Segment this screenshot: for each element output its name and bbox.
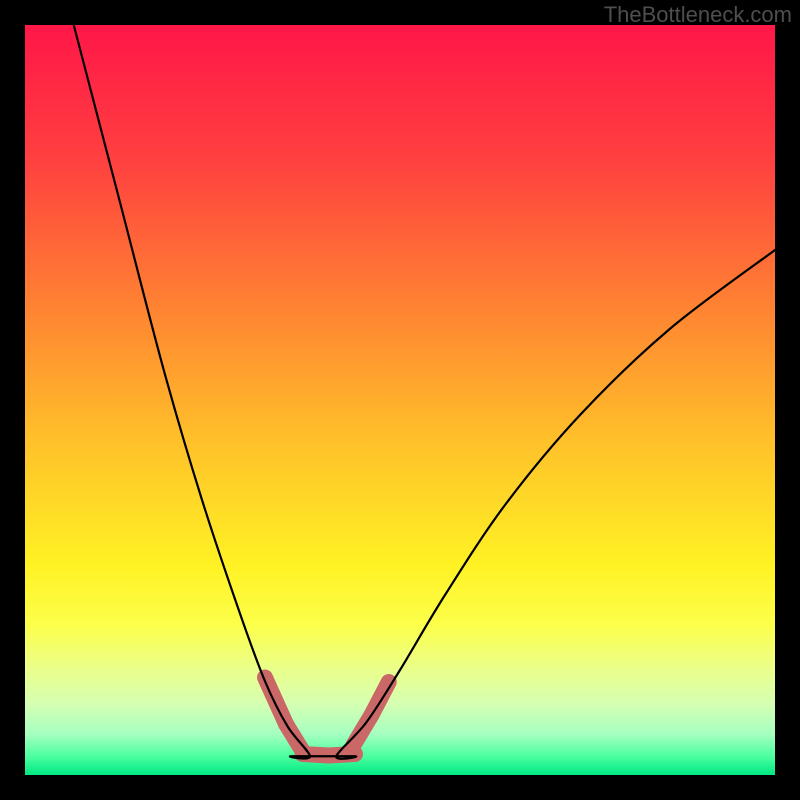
bottleneck-chart (0, 0, 800, 800)
plot-background-gradient (25, 25, 775, 775)
chart-root: TheBottleneck.com (0, 0, 800, 800)
watermark-text: TheBottleneck.com (604, 2, 792, 28)
